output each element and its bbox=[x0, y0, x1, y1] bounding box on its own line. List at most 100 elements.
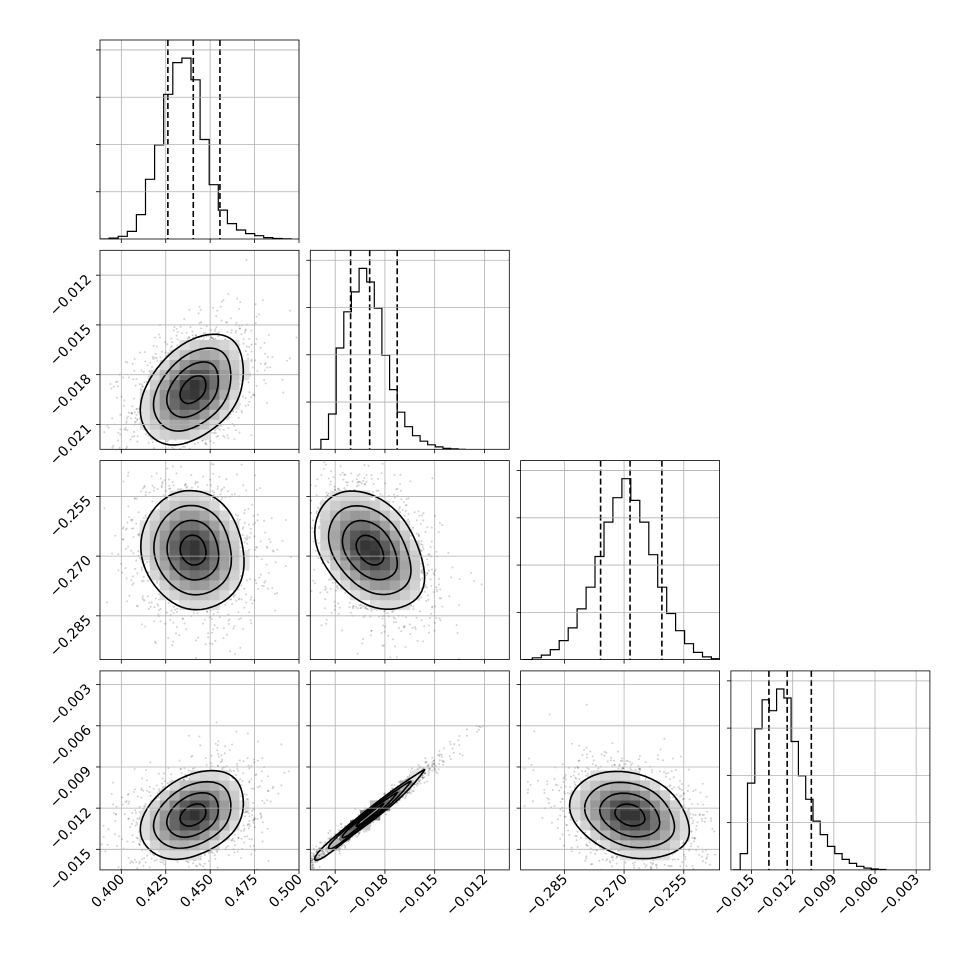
density-cell bbox=[320, 520, 331, 531]
density-cell bbox=[409, 550, 421, 561]
scatter-point bbox=[324, 598, 327, 601]
scatter-point bbox=[148, 866, 151, 869]
scatter-point bbox=[404, 685, 406, 687]
scatter-point bbox=[224, 338, 227, 341]
scatter-point bbox=[218, 616, 221, 619]
scatter-point bbox=[243, 606, 246, 609]
scatter-point bbox=[214, 432, 217, 435]
scatter-point bbox=[286, 570, 288, 572]
scatter-point bbox=[107, 426, 110, 429]
density-cell bbox=[179, 389, 190, 400]
scatter-point bbox=[227, 613, 230, 616]
scatter-point bbox=[110, 792, 113, 795]
scatter-point bbox=[420, 549, 423, 552]
density-cell bbox=[399, 590, 411, 601]
scatter-point bbox=[240, 379, 243, 382]
scatter-point bbox=[147, 441, 150, 444]
scatter-point bbox=[363, 483, 366, 486]
scatter-point bbox=[420, 571, 423, 574]
scatter-point bbox=[181, 332, 183, 335]
scatter-point bbox=[259, 346, 262, 349]
scatter-point bbox=[121, 527, 124, 530]
density-cell bbox=[179, 429, 190, 440]
density-cell bbox=[350, 520, 361, 531]
scatter-point bbox=[256, 546, 258, 549]
scatter-point bbox=[256, 488, 258, 491]
scatter-point bbox=[130, 579, 133, 582]
scatter-point bbox=[176, 330, 179, 333]
scatter-point bbox=[224, 496, 227, 499]
scatter-point bbox=[202, 332, 205, 335]
scatter-point bbox=[405, 503, 408, 506]
scatter-point bbox=[249, 527, 252, 530]
scatter-point bbox=[356, 481, 359, 484]
scatter-point bbox=[291, 476, 293, 478]
scatter-point bbox=[379, 493, 382, 496]
scatter-point bbox=[339, 465, 342, 468]
scatter-point bbox=[135, 477, 137, 479]
density-cell bbox=[229, 540, 240, 551]
density-cell bbox=[389, 590, 401, 601]
scatter-point bbox=[370, 477, 373, 480]
scatter-point bbox=[250, 350, 253, 353]
scatter-point bbox=[292, 520, 294, 522]
density-cell bbox=[169, 580, 180, 591]
scatter-point bbox=[130, 412, 133, 415]
scatter-point bbox=[392, 610, 395, 613]
scatter-point bbox=[252, 394, 255, 397]
scatter-point bbox=[182, 617, 184, 620]
density-cell bbox=[159, 399, 170, 410]
scatter-point bbox=[261, 584, 263, 587]
scatter-point bbox=[356, 607, 359, 610]
scatter-point bbox=[141, 595, 144, 598]
scatter-point bbox=[310, 590, 313, 593]
density-cell bbox=[169, 530, 180, 541]
density-cell bbox=[209, 599, 220, 611]
scatter-point bbox=[414, 628, 417, 630]
scatter-point bbox=[133, 430, 135, 433]
scatter-point bbox=[263, 581, 266, 584]
scatter-point bbox=[214, 455, 216, 457]
scatter-point bbox=[222, 470, 224, 472]
scatter-point bbox=[131, 405, 134, 408]
density-cell bbox=[370, 540, 381, 551]
scatter-point bbox=[216, 488, 219, 490]
scatter-point bbox=[259, 665, 261, 667]
scatter-point bbox=[151, 500, 154, 503]
contour-line bbox=[179, 534, 207, 566]
scatter-point bbox=[130, 518, 133, 521]
scatter-point bbox=[232, 595, 235, 598]
scatter-point bbox=[333, 488, 336, 491]
scatter-point bbox=[215, 315, 218, 318]
scatter-point bbox=[395, 621, 398, 624]
scatter-point bbox=[434, 605, 437, 608]
scatter-point bbox=[141, 385, 144, 388]
scatter-point bbox=[142, 482, 144, 484]
scatter-point bbox=[152, 489, 155, 492]
scatter-point bbox=[348, 457, 350, 459]
scatter-point bbox=[247, 357, 250, 360]
scatter-point bbox=[256, 370, 259, 372]
scatter-point bbox=[213, 432, 216, 434]
scatter-point bbox=[350, 472, 353, 475]
scatter-point bbox=[175, 327, 178, 330]
scatter-point bbox=[407, 518, 410, 521]
scatter-point bbox=[204, 332, 207, 335]
scatter-point bbox=[162, 494, 165, 497]
scatter-point bbox=[142, 517, 145, 519]
scatter-point bbox=[265, 563, 268, 566]
scatter-point bbox=[133, 369, 136, 372]
density-cell bbox=[389, 510, 401, 521]
scatter-point bbox=[151, 441, 154, 444]
scatter-point bbox=[146, 561, 149, 564]
scatter-point bbox=[150, 475, 153, 478]
scatter-point bbox=[275, 538, 277, 540]
scatter-point bbox=[183, 458, 185, 460]
density-cell bbox=[159, 429, 170, 440]
scatter-point bbox=[144, 514, 147, 517]
scatter-point bbox=[166, 467, 169, 470]
scatter-point bbox=[151, 366, 154, 368]
scatter-point bbox=[166, 782, 169, 785]
density-cell bbox=[350, 580, 361, 591]
density-cell bbox=[409, 590, 421, 601]
